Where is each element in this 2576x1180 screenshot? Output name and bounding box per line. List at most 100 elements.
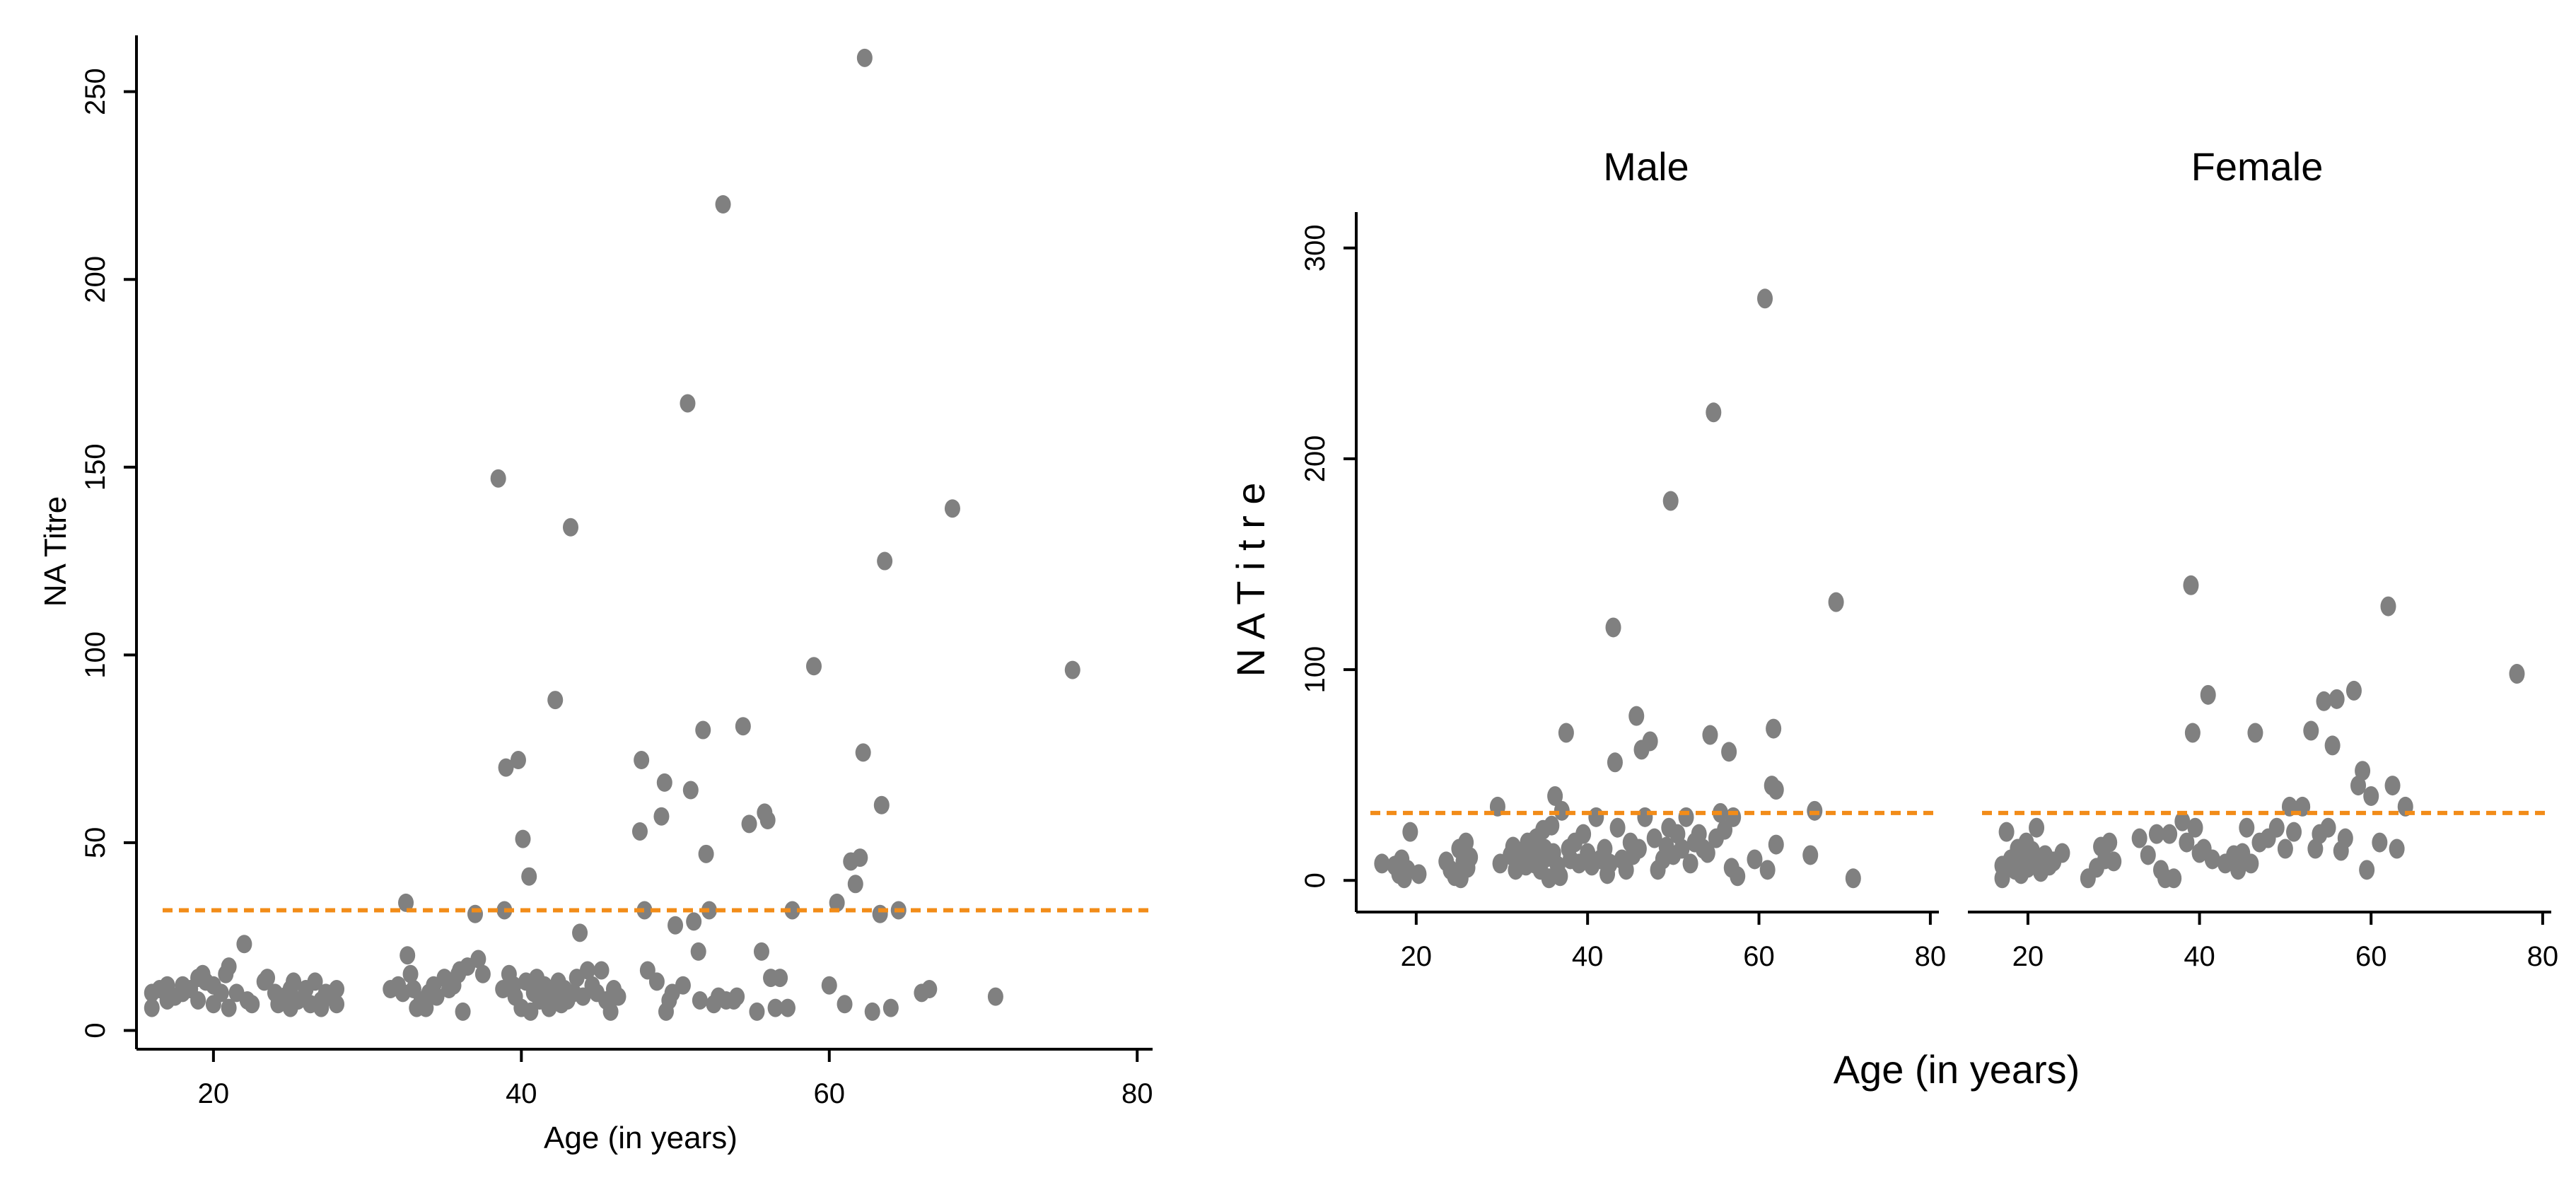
data-point-male (1646, 828, 1662, 848)
data-point (236, 935, 252, 954)
data-point-female (2239, 817, 2255, 838)
data-point-male (1845, 868, 1861, 889)
data-point (698, 844, 714, 863)
data-point-female (2277, 839, 2293, 859)
left-y-tick-label: 0 (80, 1022, 111, 1038)
data-point (244, 995, 260, 1014)
data-point-female (2230, 860, 2246, 880)
data-point-female (1994, 868, 2010, 889)
data-point (837, 995, 853, 1014)
data-point (735, 717, 751, 736)
data-point (759, 811, 776, 830)
facet-title-female: Female (2191, 144, 2324, 189)
data-point-female (2268, 817, 2285, 838)
left-x-axis-title: Age (in years) (544, 1121, 738, 1155)
data-point (144, 998, 160, 1017)
data-point (852, 848, 868, 868)
data-point (190, 991, 206, 1010)
data-point-male (1575, 824, 1592, 844)
data-point (656, 773, 672, 792)
data-point-male (1768, 780, 1784, 800)
data-point (987, 987, 1003, 1006)
data-point (221, 957, 237, 976)
data-point-male (1609, 817, 1626, 838)
left-x-tick-label: 20 (198, 1078, 230, 1109)
data-point-female (2204, 849, 2220, 870)
data-point (547, 691, 564, 710)
right-scatter-points (1374, 288, 2525, 889)
data-point (753, 942, 769, 961)
left-x-tick-label: 40 (506, 1078, 537, 1109)
data-point (695, 720, 711, 740)
data-point-female (2316, 691, 2332, 711)
data-point (806, 657, 822, 676)
data-point-male (1702, 725, 1718, 745)
left-scatter-points (144, 48, 1080, 1021)
right-y-tick-label: 300 (1300, 224, 1331, 271)
right-x-axis-title: Age (in years) (1834, 1047, 2080, 1092)
data-point-female (2345, 680, 2362, 701)
data-point-male (1706, 402, 1722, 423)
data-point-male (1602, 853, 1618, 874)
data-point (877, 551, 893, 571)
left-x-tick-label: 80 (1121, 1078, 1153, 1109)
data-point (329, 980, 345, 999)
data-point-male (1607, 752, 1623, 773)
data-point-female (2140, 845, 2156, 865)
data-point-male (1678, 807, 1694, 827)
data-point (541, 998, 557, 1017)
right-y-tick-label: 0 (1300, 872, 1331, 888)
data-point (829, 893, 845, 912)
data-point (455, 1002, 471, 1021)
data-point (510, 751, 526, 770)
data-point-male (1637, 807, 1653, 827)
data-point-male (1682, 853, 1698, 874)
data-point (221, 998, 237, 1017)
data-point-male (1547, 785, 1563, 806)
data-point (400, 946, 416, 965)
data-point-female (2320, 817, 2336, 838)
data-point-male (1554, 800, 1570, 821)
data-point-female (2148, 824, 2164, 844)
data-point-female (2102, 832, 2118, 853)
data-point (470, 950, 486, 969)
data-point (648, 972, 665, 991)
left-y-tick-label: 50 (80, 827, 111, 859)
facet-title-male: Male (1603, 144, 1689, 189)
data-point (418, 998, 434, 1017)
right-x-tick-label-male: 40 (1572, 941, 1604, 972)
data-point (729, 987, 745, 1006)
data-point-male (1642, 731, 1658, 752)
data-point (490, 469, 506, 488)
right-y-axis-title: N A T i t r e (1228, 483, 1273, 677)
right-x-tick-label-female: 80 (2527, 941, 2559, 972)
data-point-male (1699, 843, 1715, 863)
data-point-female (2303, 720, 2319, 741)
data-point (467, 904, 483, 923)
data-point (690, 942, 706, 961)
data-point (864, 1002, 880, 1021)
data-point (631, 822, 648, 841)
data-point (692, 991, 708, 1010)
data-point-male (1374, 853, 1390, 874)
data-point-female (2106, 851, 2122, 872)
data-point (260, 969, 276, 988)
left-y-tick-label: 150 (80, 443, 111, 491)
data-point-female (2286, 822, 2302, 842)
data-point-female (1998, 822, 2015, 842)
data-point-male (1631, 839, 1647, 859)
data-point-male (1411, 864, 1427, 884)
data-point (610, 987, 626, 1006)
left-y-tick-label: 100 (80, 631, 111, 679)
data-point (682, 781, 699, 800)
right-axes: 0 100 200 300 20 40 60 80 20 40 60 80 (1300, 212, 2558, 972)
data-point (680, 394, 696, 413)
data-point (402, 964, 419, 983)
data-point-female (2131, 828, 2147, 848)
data-point (636, 901, 653, 920)
data-point-male (1558, 723, 1574, 743)
right-x-tick-label-female: 20 (2012, 941, 2044, 972)
data-point-male (1747, 849, 1763, 870)
data-point-male (1552, 866, 1568, 887)
